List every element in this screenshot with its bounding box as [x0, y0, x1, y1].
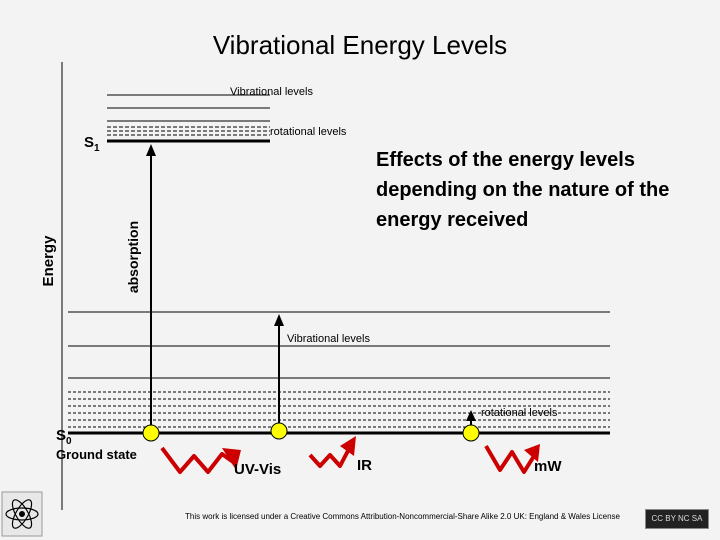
uv-vis-label: UV-Vis [234, 461, 282, 478]
excited-rotational-label: rotational levels [270, 126, 347, 138]
excited-vibrational-label: Vibrational levels [230, 86, 313, 98]
ground-rotational-label: rotational levels [481, 407, 558, 419]
s1-label: S1 [84, 134, 100, 154]
atom-logo [1, 491, 43, 537]
mw-label: mW [534, 458, 562, 475]
license-text: This work is licensed under a Creative C… [185, 512, 621, 521]
ir-arrowhead [274, 314, 284, 326]
ir-label: IR [357, 457, 372, 474]
effects-text: Effects of the energy levels depending o… [376, 149, 670, 231]
cc-license-badge[interactable]: CC BY NC SA [645, 509, 709, 529]
ground-vibrational-label: Vibrational levels [287, 333, 370, 345]
s0-label: S0 [56, 427, 72, 447]
energy-axis-label: Energy [40, 235, 57, 287]
mw-wave [484, 444, 540, 474]
excited-vibrational-lines [107, 94, 270, 122]
ground-rotational-lines [68, 391, 610, 428]
ir-marker [270, 422, 288, 440]
ground-vibrational-lines [68, 311, 610, 379]
uv-marker [142, 424, 160, 442]
mw-arrowhead [466, 410, 476, 421]
excited-rotational-lines [107, 126, 270, 136]
ground-state-label: Ground state [56, 447, 137, 462]
absorption-label: absorption [125, 220, 141, 294]
mw-marker [462, 424, 480, 442]
absorption-arrowhead [146, 144, 156, 156]
ir-wave [308, 436, 356, 468]
uv-wave [160, 446, 241, 474]
page-title: Vibrational Energy Levels [212, 30, 508, 60]
